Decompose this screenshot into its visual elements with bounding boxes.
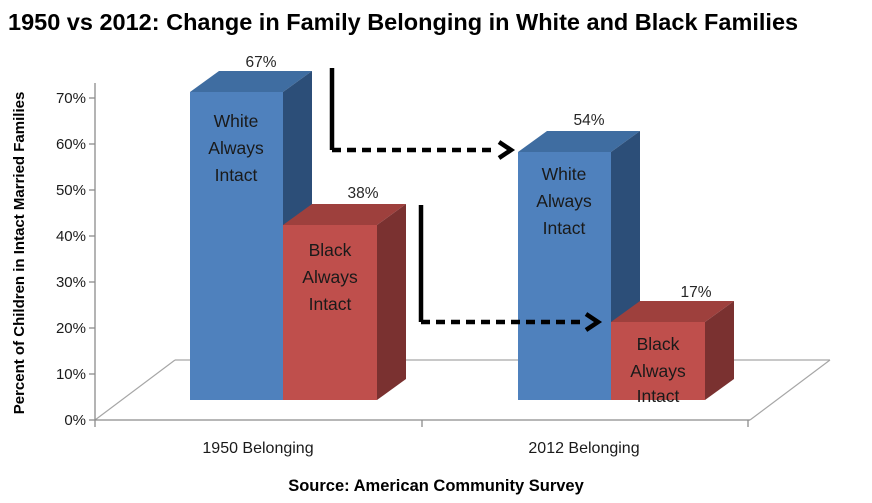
- y-tick-label: 0%: [64, 412, 86, 429]
- bar-top-face: [611, 301, 734, 322]
- bar-front-face: [283, 225, 377, 400]
- bar-front-face: [611, 322, 705, 400]
- bar-black-1950: Black Always Intact 38%: [283, 185, 406, 400]
- y-tick-label: 60%: [56, 136, 86, 153]
- y-tick-label: 10%: [56, 366, 86, 383]
- bar-label-line: Always: [208, 138, 264, 158]
- arrow-white-change: [329, 68, 516, 160]
- bar-black-2012: Black Always Intact 17%: [611, 284, 734, 406]
- source-note: Source: American Community Survey: [288, 477, 584, 495]
- bar-label-line: White: [542, 164, 587, 184]
- y-tick-label: 70%: [56, 90, 86, 107]
- data-label: 38%: [347, 185, 378, 202]
- y-tick-label: 20%: [56, 320, 86, 337]
- arrow-head-icon: [497, 140, 516, 160]
- y-tick-label: 40%: [56, 228, 86, 245]
- category-label-2012: 2012 Belonging: [528, 440, 639, 457]
- bar-front-face: [518, 152, 611, 400]
- y-tick-label: 30%: [56, 274, 86, 291]
- bar-label-line: Intact: [543, 218, 586, 238]
- bar-label-line: Intact: [309, 294, 352, 314]
- bar-label-line: Black: [637, 334, 680, 354]
- y-axis: 70% 60% 50% 40% 30% 20% 10% 0% Percent o…: [11, 83, 96, 429]
- bar-label-line: Intact: [215, 165, 258, 185]
- y-tick-label: 50%: [56, 182, 86, 199]
- bar-side-face: [705, 301, 734, 400]
- bar-top-face: [190, 71, 312, 92]
- arrow-head-icon: [584, 312, 603, 332]
- bar-front-face: [190, 92, 283, 400]
- data-label: 54%: [573, 112, 604, 129]
- chart-title: 1950 vs 2012: Change in Family Belonging…: [8, 9, 798, 35]
- arrow-black-change: [418, 205, 603, 332]
- data-label: 67%: [245, 54, 276, 71]
- bar-top-face: [283, 204, 406, 225]
- x-axis: 1950 Belonging 2012 Belonging: [94, 419, 750, 457]
- bar-label-line: White: [214, 111, 259, 131]
- y-axis-title: Percent of Children in Intact Married Fa…: [11, 92, 28, 415]
- bar-label-line: Always: [630, 361, 686, 381]
- bar-label-line: Black: [309, 240, 352, 260]
- bar-label-line: Always: [302, 267, 358, 287]
- bar-label-line: Intact: [637, 386, 680, 406]
- bar-white-2012: White Always Intact 54%: [518, 112, 640, 400]
- bar-side-face: [377, 204, 406, 400]
- data-label: 17%: [680, 284, 711, 301]
- floor-left-diagonal: [94, 359, 176, 421]
- floor-right-diagonal: [749, 359, 831, 421]
- bar-top-face: [518, 131, 640, 152]
- category-label-1950: 1950 Belonging: [202, 440, 313, 457]
- bar-white-1950: White Always Intact 67%: [190, 54, 312, 400]
- bar-label-line: Always: [536, 191, 592, 211]
